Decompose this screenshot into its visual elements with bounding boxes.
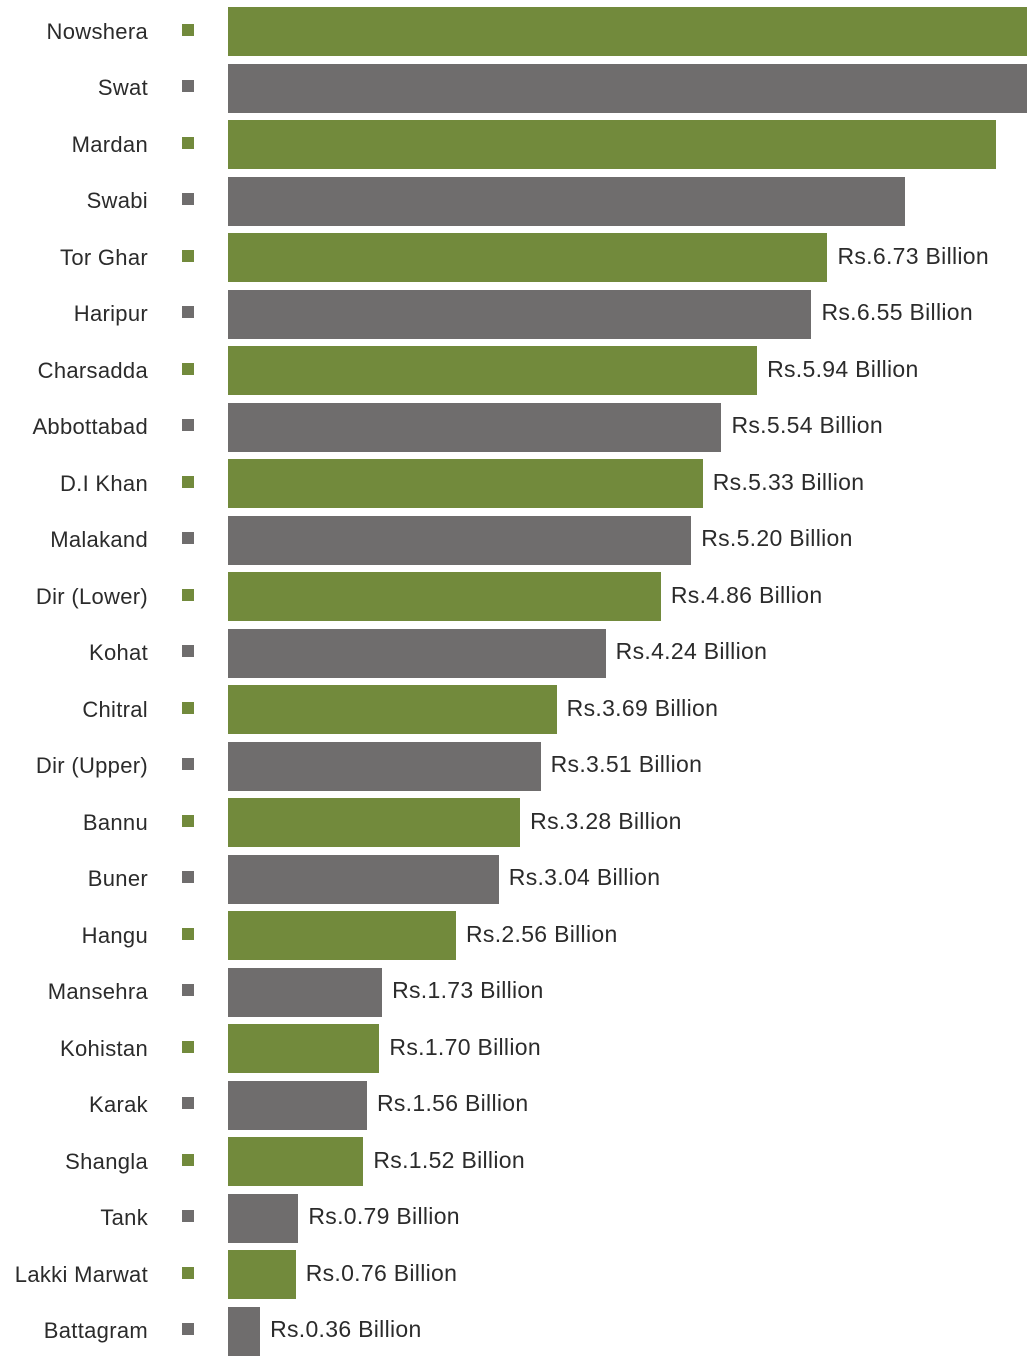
category-label: Chitral — [82, 696, 148, 722]
category-label: Battagram — [43, 1318, 148, 1343]
bar — [228, 120, 996, 169]
value-label: Rs.5.33 Billion — [712, 468, 865, 495]
legend-swatch — [182, 23, 194, 36]
value-label: Rs.4.24 Billion — [615, 638, 768, 664]
category-label: Dir (Upper) — [35, 753, 148, 778]
legend-swatch — [182, 136, 194, 149]
bar — [228, 911, 457, 960]
bar — [228, 289, 812, 339]
bar — [228, 1137, 364, 1186]
legend-swatch — [182, 927, 194, 940]
legend-swatch — [182, 1266, 194, 1279]
bar — [228, 346, 758, 395]
bar — [228, 967, 383, 1017]
value-label: Rs.1.70 Billion — [389, 1033, 541, 1060]
value-label: Rs.0.79 Billion — [308, 1203, 460, 1229]
value-label: Rs.5.54 Billion — [731, 412, 883, 438]
bar — [228, 402, 722, 452]
bar — [228, 459, 703, 508]
legend-swatch — [182, 814, 194, 827]
category-label: Kohat — [89, 640, 148, 665]
value-label: Rs.1.52 Billion — [373, 1146, 525, 1173]
bar — [228, 7, 1027, 56]
legend-swatch — [182, 588, 194, 601]
legend-swatch — [182, 984, 194, 996]
legend-swatch — [182, 475, 194, 488]
category-label: Buner — [87, 866, 148, 891]
category-label: Mardan — [71, 131, 148, 157]
category-label: Karak — [89, 1092, 148, 1117]
legend-swatch — [182, 871, 194, 883]
bar — [228, 233, 828, 282]
value-label: Rs.6.55 Billion — [821, 299, 973, 325]
value-label: Rs.1.73 Billion — [392, 977, 544, 1003]
bar — [228, 515, 692, 565]
category-label: Dir (Lower) — [35, 583, 148, 609]
bar — [228, 1250, 296, 1299]
legend-swatch — [182, 532, 194, 544]
bar — [228, 1193, 299, 1243]
category-label: Haripur — [73, 301, 148, 326]
bar — [228, 1024, 380, 1073]
category-label: Nowshera — [46, 18, 148, 44]
category-label: Shangla — [65, 1148, 148, 1174]
value-label: Rs.1.56 Billion — [376, 1090, 529, 1116]
legend-swatch — [182, 419, 194, 431]
category-label: Malakand — [50, 527, 148, 552]
legend-swatch — [182, 758, 194, 770]
legend-swatch — [182, 249, 194, 262]
value-label: Rs.5.20 Billion — [701, 525, 853, 551]
category-label: Bannu — [82, 809, 148, 835]
bar — [228, 854, 499, 904]
bar — [228, 572, 661, 621]
legend-swatch — [182, 1210, 194, 1222]
legend-swatch — [182, 1097, 194, 1109]
legend-swatch — [182, 193, 194, 205]
legend-swatch — [182, 1153, 194, 1166]
category-label: Swat — [97, 75, 148, 100]
value-label: Rs.4.86 Billion — [670, 581, 823, 608]
category-label: Abbottabad — [32, 414, 148, 439]
value-label: Rs.3.69 Billion — [566, 694, 719, 721]
legend-swatch — [182, 362, 194, 375]
bar — [228, 176, 905, 226]
bar — [228, 741, 541, 791]
value-label: Rs.6.73 Billion — [837, 242, 989, 269]
legend-swatch — [182, 645, 194, 657]
category-label: D.I Khan — [59, 470, 148, 496]
value-label: Rs.3.28 Billion — [530, 807, 682, 834]
value-label: Rs.3.04 Billion — [508, 864, 661, 890]
value-label: Rs.2.56 Billion — [466, 920, 618, 947]
legend-swatch — [182, 1040, 194, 1053]
bar — [228, 798, 521, 847]
legend-swatch — [182, 1323, 194, 1335]
bar — [228, 1080, 367, 1130]
bar — [228, 685, 557, 734]
category-label: Hangu — [81, 922, 148, 948]
category-label: Swabi — [86, 188, 148, 213]
legend-swatch — [182, 80, 194, 92]
category-label: Charsadda — [37, 357, 148, 383]
category-label: Kohistan — [59, 1035, 148, 1061]
value-label: Rs.3.51 Billion — [550, 751, 703, 777]
category-label: Lakki Marwat — [14, 1261, 148, 1287]
category-label: Mansehra — [47, 979, 148, 1004]
value-label: Rs.0.76 Billion — [305, 1259, 458, 1286]
category-label: Tor Ghar — [60, 244, 148, 270]
legend-swatch — [182, 701, 194, 714]
bar — [228, 628, 606, 678]
legend-swatch — [182, 306, 194, 318]
category-label: Tank — [100, 1205, 148, 1230]
bar — [228, 63, 1027, 113]
value-label: Rs.0.36 Billion — [270, 1316, 422, 1342]
value-label: Rs.5.94 Billion — [767, 355, 919, 382]
bar — [228, 1306, 261, 1356]
